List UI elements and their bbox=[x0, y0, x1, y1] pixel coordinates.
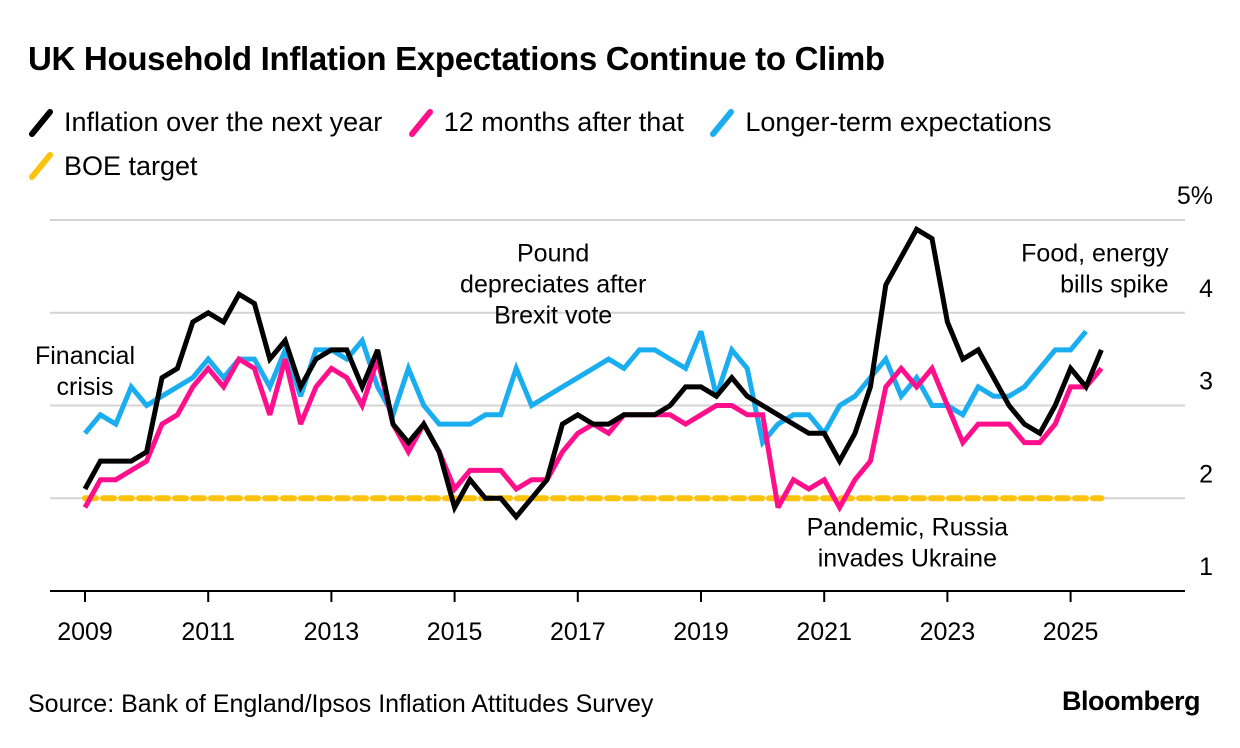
annotation: Pound depreciates after Brexit vote bbox=[460, 240, 646, 330]
annotation: Food, energy bills spike bbox=[1021, 240, 1169, 299]
series-line-12-months-after-that bbox=[82, 355, 1104, 513]
legend-label: Longer-term expectations bbox=[745, 107, 1052, 137]
series-lines bbox=[82, 225, 1105, 521]
annotation-line: Financial bbox=[35, 342, 135, 370]
legend-item-next-year: Inflation over the next year bbox=[28, 104, 382, 141]
legend-label: BOE target bbox=[64, 150, 198, 181]
annotation-line: bills spike bbox=[1060, 271, 1168, 299]
legend-item-boe-target: BOE target bbox=[28, 148, 198, 185]
x-tick-label: 2009 bbox=[57, 618, 113, 646]
annotation-line: Brexit vote bbox=[494, 302, 612, 330]
annotation-line: crisis bbox=[57, 373, 114, 401]
legend-item-longer-term: Longer-term expectations bbox=[709, 104, 1052, 141]
slash-line-icon bbox=[709, 108, 735, 138]
y-tick-label: 2 bbox=[1199, 460, 1213, 488]
legend-label: Inflation over the next year bbox=[64, 107, 383, 137]
x-tick-label: 2025 bbox=[1043, 618, 1099, 646]
annotations: Financial crisis Pound depreciates after Bre… bbox=[35, 240, 1169, 573]
x-tick-label: 2019 bbox=[673, 618, 729, 646]
chart-title: UK Household Inflation Expectations Cont… bbox=[28, 40, 885, 77]
annotation-line: invades Ukraine bbox=[818, 544, 997, 572]
y-tick-label: 1 bbox=[1199, 553, 1213, 581]
legend-label: 12 months after that bbox=[443, 107, 684, 137]
x-tick-label: 2015 bbox=[427, 618, 483, 646]
y-tick-label: 5% bbox=[1177, 182, 1213, 210]
y-tick-label: 4 bbox=[1199, 275, 1213, 303]
annotation-line: Pound bbox=[517, 240, 589, 268]
x-tick-label: 2017 bbox=[550, 618, 606, 646]
x-tick-label: 2023 bbox=[920, 618, 976, 646]
slash-dashed-icon bbox=[28, 151, 54, 181]
annotation-line: Pandemic, Russia bbox=[807, 513, 1009, 541]
x-tick-label: 2011 bbox=[181, 618, 235, 646]
bloomberg-logo: Bloomberg bbox=[1061, 686, 1201, 716]
y-tick-label: 3 bbox=[1199, 368, 1213, 396]
y-axis-ticks: 1 2 3 4 5% bbox=[1177, 182, 1213, 581]
slash-line-icon bbox=[28, 108, 54, 138]
gridlines bbox=[50, 219, 1185, 500]
legend-item-12-months-after: 12 months after that bbox=[408, 104, 684, 141]
annotation: Pandemic, Russia invades Ukraine bbox=[807, 513, 1009, 572]
series-line-inflation-over-the-next-year bbox=[82, 225, 1104, 521]
x-tick-label: 2021 bbox=[796, 618, 852, 646]
annotation-line: depreciates after bbox=[460, 271, 646, 299]
slash-line-icon bbox=[408, 108, 434, 138]
x-axis: 2009 2011 2013 2015 2017 2019 2021 2023 2025 bbox=[50, 590, 1185, 646]
x-tick-label: 2013 bbox=[304, 618, 360, 646]
annotation-line: Food, energy bbox=[1021, 240, 1169, 268]
legend: Inflation over the next year 12 months a… bbox=[28, 104, 1208, 191]
source-note: Source: Bank of England/Ipsos Inflation … bbox=[28, 690, 654, 718]
annotation: Financial crisis bbox=[35, 342, 135, 401]
